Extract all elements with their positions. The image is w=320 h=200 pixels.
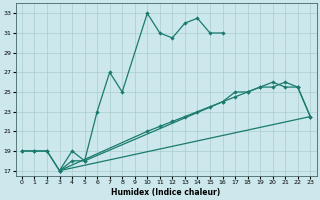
X-axis label: Humidex (Indice chaleur): Humidex (Indice chaleur) xyxy=(111,188,221,197)
